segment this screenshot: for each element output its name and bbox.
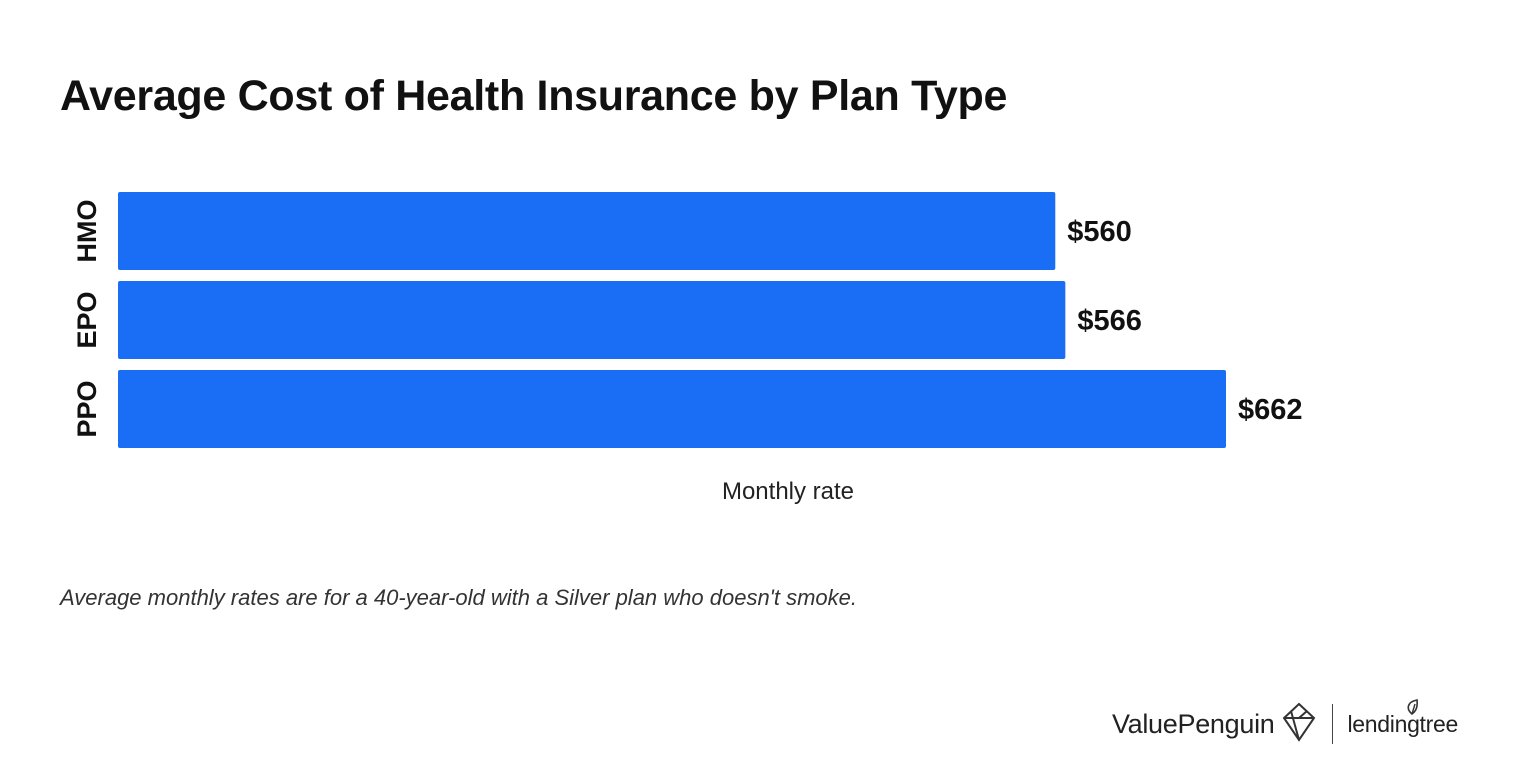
category-label-hmo: HMO xyxy=(72,200,102,263)
footnote: Average monthly rates are for a 40-year-… xyxy=(60,585,858,610)
data-label-hmo: $560 xyxy=(1067,216,1132,248)
x-axis-label: Monthly rate xyxy=(721,478,855,505)
lendingtree-wordmark-text: lendingtree xyxy=(1347,710,1458,737)
footer-brand: ValuePenguin lendingtree xyxy=(1111,698,1458,748)
valuepenguin-logo-icon xyxy=(1282,702,1316,747)
bar-epo xyxy=(118,281,1066,359)
bar-chart: $560 HMO $566 EPO $662 PPO xyxy=(72,192,1303,448)
lendingtree-wordmark: lendingtree xyxy=(1347,698,1458,738)
chart-title: Average Cost of Health Insurance by Plan… xyxy=(60,72,1008,120)
bar-hmo xyxy=(118,192,1056,270)
footer-divider xyxy=(1332,704,1334,744)
leaf-icon xyxy=(1407,698,1419,715)
data-label-epo: $566 xyxy=(1077,305,1142,337)
bar-ppo xyxy=(118,370,1226,448)
data-label-ppo: $662 xyxy=(1238,394,1303,426)
category-label-ppo: PPO xyxy=(72,380,102,437)
valuepenguin-wordmark: ValuePenguin xyxy=(1111,708,1275,739)
category-label-epo: EPO xyxy=(72,291,102,348)
